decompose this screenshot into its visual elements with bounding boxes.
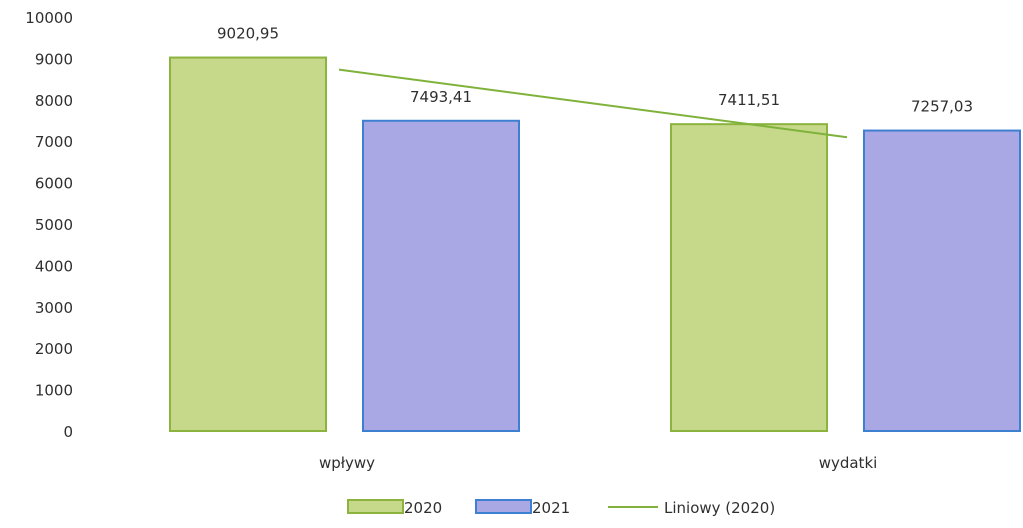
x-category-label: wpływy	[319, 454, 375, 472]
legend-swatch-2021	[475, 499, 532, 514]
y-tick-label: 0	[63, 423, 73, 441]
legend-label: 2021	[532, 499, 570, 517]
y-tick-label: 1000	[35, 382, 73, 400]
legend-swatch-2020	[347, 499, 404, 514]
y-axis: 0 1000 2000 3000 4000 5000 6000 7000 8000 9000 100…	[25, 9, 73, 441]
y-tick-label: 9000	[35, 50, 73, 68]
y-tick-label: 3000	[35, 299, 73, 317]
y-tick-label: 8000	[35, 92, 73, 110]
data-labels: 9020,95 7411,51 7493,41 7257,03	[217, 25, 973, 116]
y-tick-label: 4000	[35, 257, 73, 275]
legend: 2020 2021 Liniowy (2020)	[347, 499, 775, 517]
x-axis-categories: wpływy wydatki	[319, 454, 877, 472]
y-tick-label: 2000	[35, 340, 73, 358]
data-label: 7257,03	[911, 98, 973, 116]
bar-2020-wydatki	[670, 123, 828, 432]
legend-label: 2020	[404, 499, 442, 517]
bar-2020-wpływy	[169, 56, 327, 432]
y-tick-label: 5000	[35, 216, 73, 234]
y-tick-label: 6000	[35, 175, 73, 193]
trendline-line	[338, 68, 848, 139]
bar-2021-wpływy	[362, 119, 520, 432]
data-label: 7411,51	[718, 91, 780, 109]
trendline	[338, 68, 848, 139]
bar-2021-wydatki	[863, 129, 1021, 432]
x-category-label: wydatki	[819, 454, 878, 472]
legend-label: Liniowy (2020)	[664, 499, 775, 517]
y-tick-label: 7000	[35, 133, 73, 151]
data-label: 9020,95	[217, 25, 279, 43]
y-tick-label: 10000	[25, 9, 73, 27]
data-label: 7493,41	[410, 88, 472, 106]
bars	[169, 56, 1021, 432]
